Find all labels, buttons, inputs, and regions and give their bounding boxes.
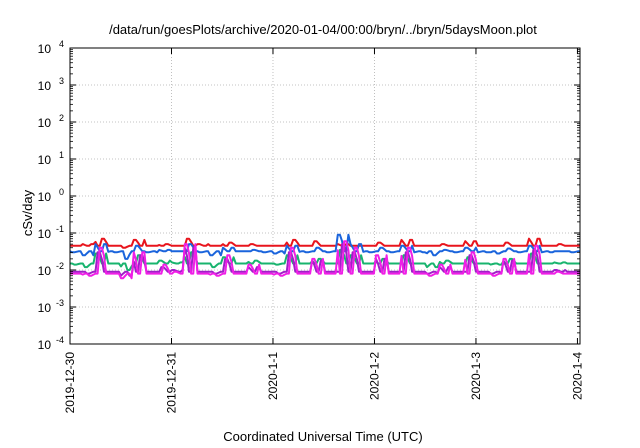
x-axis-label: Coordinated Universal Time (UTC) <box>223 429 422 444</box>
series-line <box>70 240 580 280</box>
series-group <box>69 233 580 280</box>
y-axis-label: cSv/day <box>20 189 35 236</box>
y-tick-label: 10 <box>38 42 52 56</box>
x-tick-label: 2020-1-1 <box>266 352 280 400</box>
y-tick-label: 10 <box>38 153 52 167</box>
y-tick-label: 10 <box>38 190 52 204</box>
y-tick-exponent: -3 <box>56 298 64 308</box>
y-tick-label: 10 <box>38 116 52 130</box>
grid-lines <box>70 48 580 344</box>
y-tick-exponent: -1 <box>56 224 64 234</box>
y-tick-label: 10 <box>38 79 52 93</box>
y-tick-label: 10 <box>38 227 52 241</box>
x-tick-label: 2019-12-31 <box>164 352 178 414</box>
y-tick-label: 10 <box>38 264 52 278</box>
y-tick-exponent: -4 <box>56 335 64 345</box>
y-tick-exponent: 2 <box>59 113 64 123</box>
x-tick-label: 2020-1-2 <box>367 352 381 400</box>
y-tick-exponent: 0 <box>59 187 64 197</box>
y-tick-exponent: 1 <box>59 150 64 160</box>
chart-title: /data/run/goesPlots/archive/2020-01-04/0… <box>109 22 537 37</box>
series-line <box>69 233 580 260</box>
y-tick-label: 10 <box>38 301 52 315</box>
x-tick-label: 2019-12-30 <box>63 352 77 414</box>
x-tick-label: 2020-1-4 <box>570 352 584 400</box>
x-tick-label: 2020-1-3 <box>469 352 483 400</box>
series-line <box>70 248 580 271</box>
y-axis-ticks: 10 -4 10 -3 10 -2 10 -1 10 0 10 1 10 2 10 3 10 4 <box>38 39 580 352</box>
y-tick-exponent: -2 <box>56 261 64 271</box>
x-axis-ticks: 2019-12-30 2019-12-31 2020-1-1 2020-1-2 2020… <box>63 48 584 413</box>
series-line <box>70 237 580 249</box>
y-tick-exponent: 3 <box>59 76 64 86</box>
y-tick-exponent: 4 <box>59 39 64 49</box>
y-tick-label: 10 <box>38 338 52 352</box>
